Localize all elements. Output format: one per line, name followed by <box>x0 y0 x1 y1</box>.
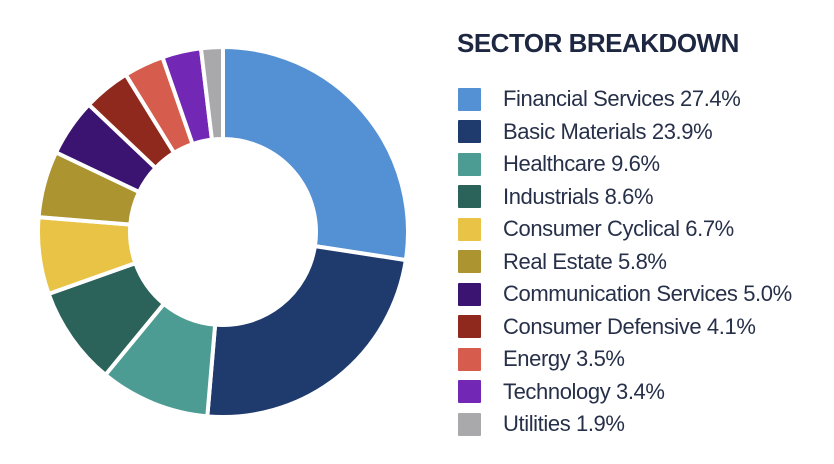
legend-label-financial-services: Financial Services 27.4% <box>503 86 741 111</box>
legend-swatch-utilities <box>458 412 481 436</box>
legend-label-utilities: Utilities 1.9% <box>503 411 625 436</box>
legend-swatch-industrials <box>458 185 481 208</box>
legend-label-energy: Energy 3.5% <box>503 346 625 371</box>
legend-item-technology: Technology 3.4% <box>458 378 825 404</box>
legend-item-consumer-cyclical: Consumer Cyclical 6.7% <box>458 217 825 241</box>
chart-title: SECTOR BREAKDOWN <box>457 28 739 58</box>
legend: Financial Services 27.4% Basic Materials … <box>455 87 825 436</box>
legend-swatch-consumer-defensive <box>458 315 481 338</box>
legend-swatch-energy <box>458 347 481 371</box>
legend-swatch-real-estate <box>458 250 481 273</box>
sector-donut-chart <box>36 44 410 419</box>
legend-item-basic-materials: Basic Materials 23.9% <box>458 118 825 144</box>
donut-slice-financial-services <box>221 44 410 263</box>
legend-label-industrials: Industrials 8.6% <box>503 183 654 209</box>
legend-label-basic-materials: Basic Materials 23.9% <box>503 118 713 144</box>
legend-swatch-technology <box>458 380 481 403</box>
legend-swatch-basic-materials <box>458 120 481 143</box>
donut-slice-utilities <box>198 44 225 142</box>
legend-item-energy: Energy 3.5% <box>458 347 825 371</box>
legend-label-healthcare: Healthcare 9.6% <box>503 151 660 176</box>
legend-label-technology: Technology 3.4% <box>503 378 665 404</box>
legend-panel: SECTOR BREAKDOWN Financial Services 27.4… <box>455 30 825 445</box>
donut-chart-container <box>33 42 413 422</box>
legend-label-real-estate: Real Estate 5.8% <box>503 248 667 274</box>
legend-item-financial-services: Financial Services 27.4% <box>458 87 825 111</box>
legend-swatch-financial-services <box>458 87 481 111</box>
legend-item-industrials: Industrials 8.6% <box>458 183 825 209</box>
legend-label-communication-services: Communication Services 5.0% <box>503 281 792 306</box>
legend-label-consumer-cyclical: Consumer Cyclical 6.7% <box>503 216 734 241</box>
legend-item-communication-services: Communication Services 5.0% <box>458 282 825 306</box>
legend-item-real-estate: Real Estate 5.8% <box>458 248 825 274</box>
legend-swatch-communication-services <box>458 282 481 306</box>
donut-slice-basic-materials <box>205 243 409 419</box>
legend-item-consumer-defensive: Consumer Defensive 4.1% <box>458 313 825 339</box>
legend-swatch-healthcare <box>458 152 481 176</box>
legend-label-consumer-defensive: Consumer Defensive 4.1% <box>503 313 756 339</box>
legend-item-utilities: Utilities 1.9% <box>458 412 825 436</box>
legend-swatch-consumer-cyclical <box>458 217 481 241</box>
legend-item-healthcare: Healthcare 9.6% <box>458 152 825 176</box>
